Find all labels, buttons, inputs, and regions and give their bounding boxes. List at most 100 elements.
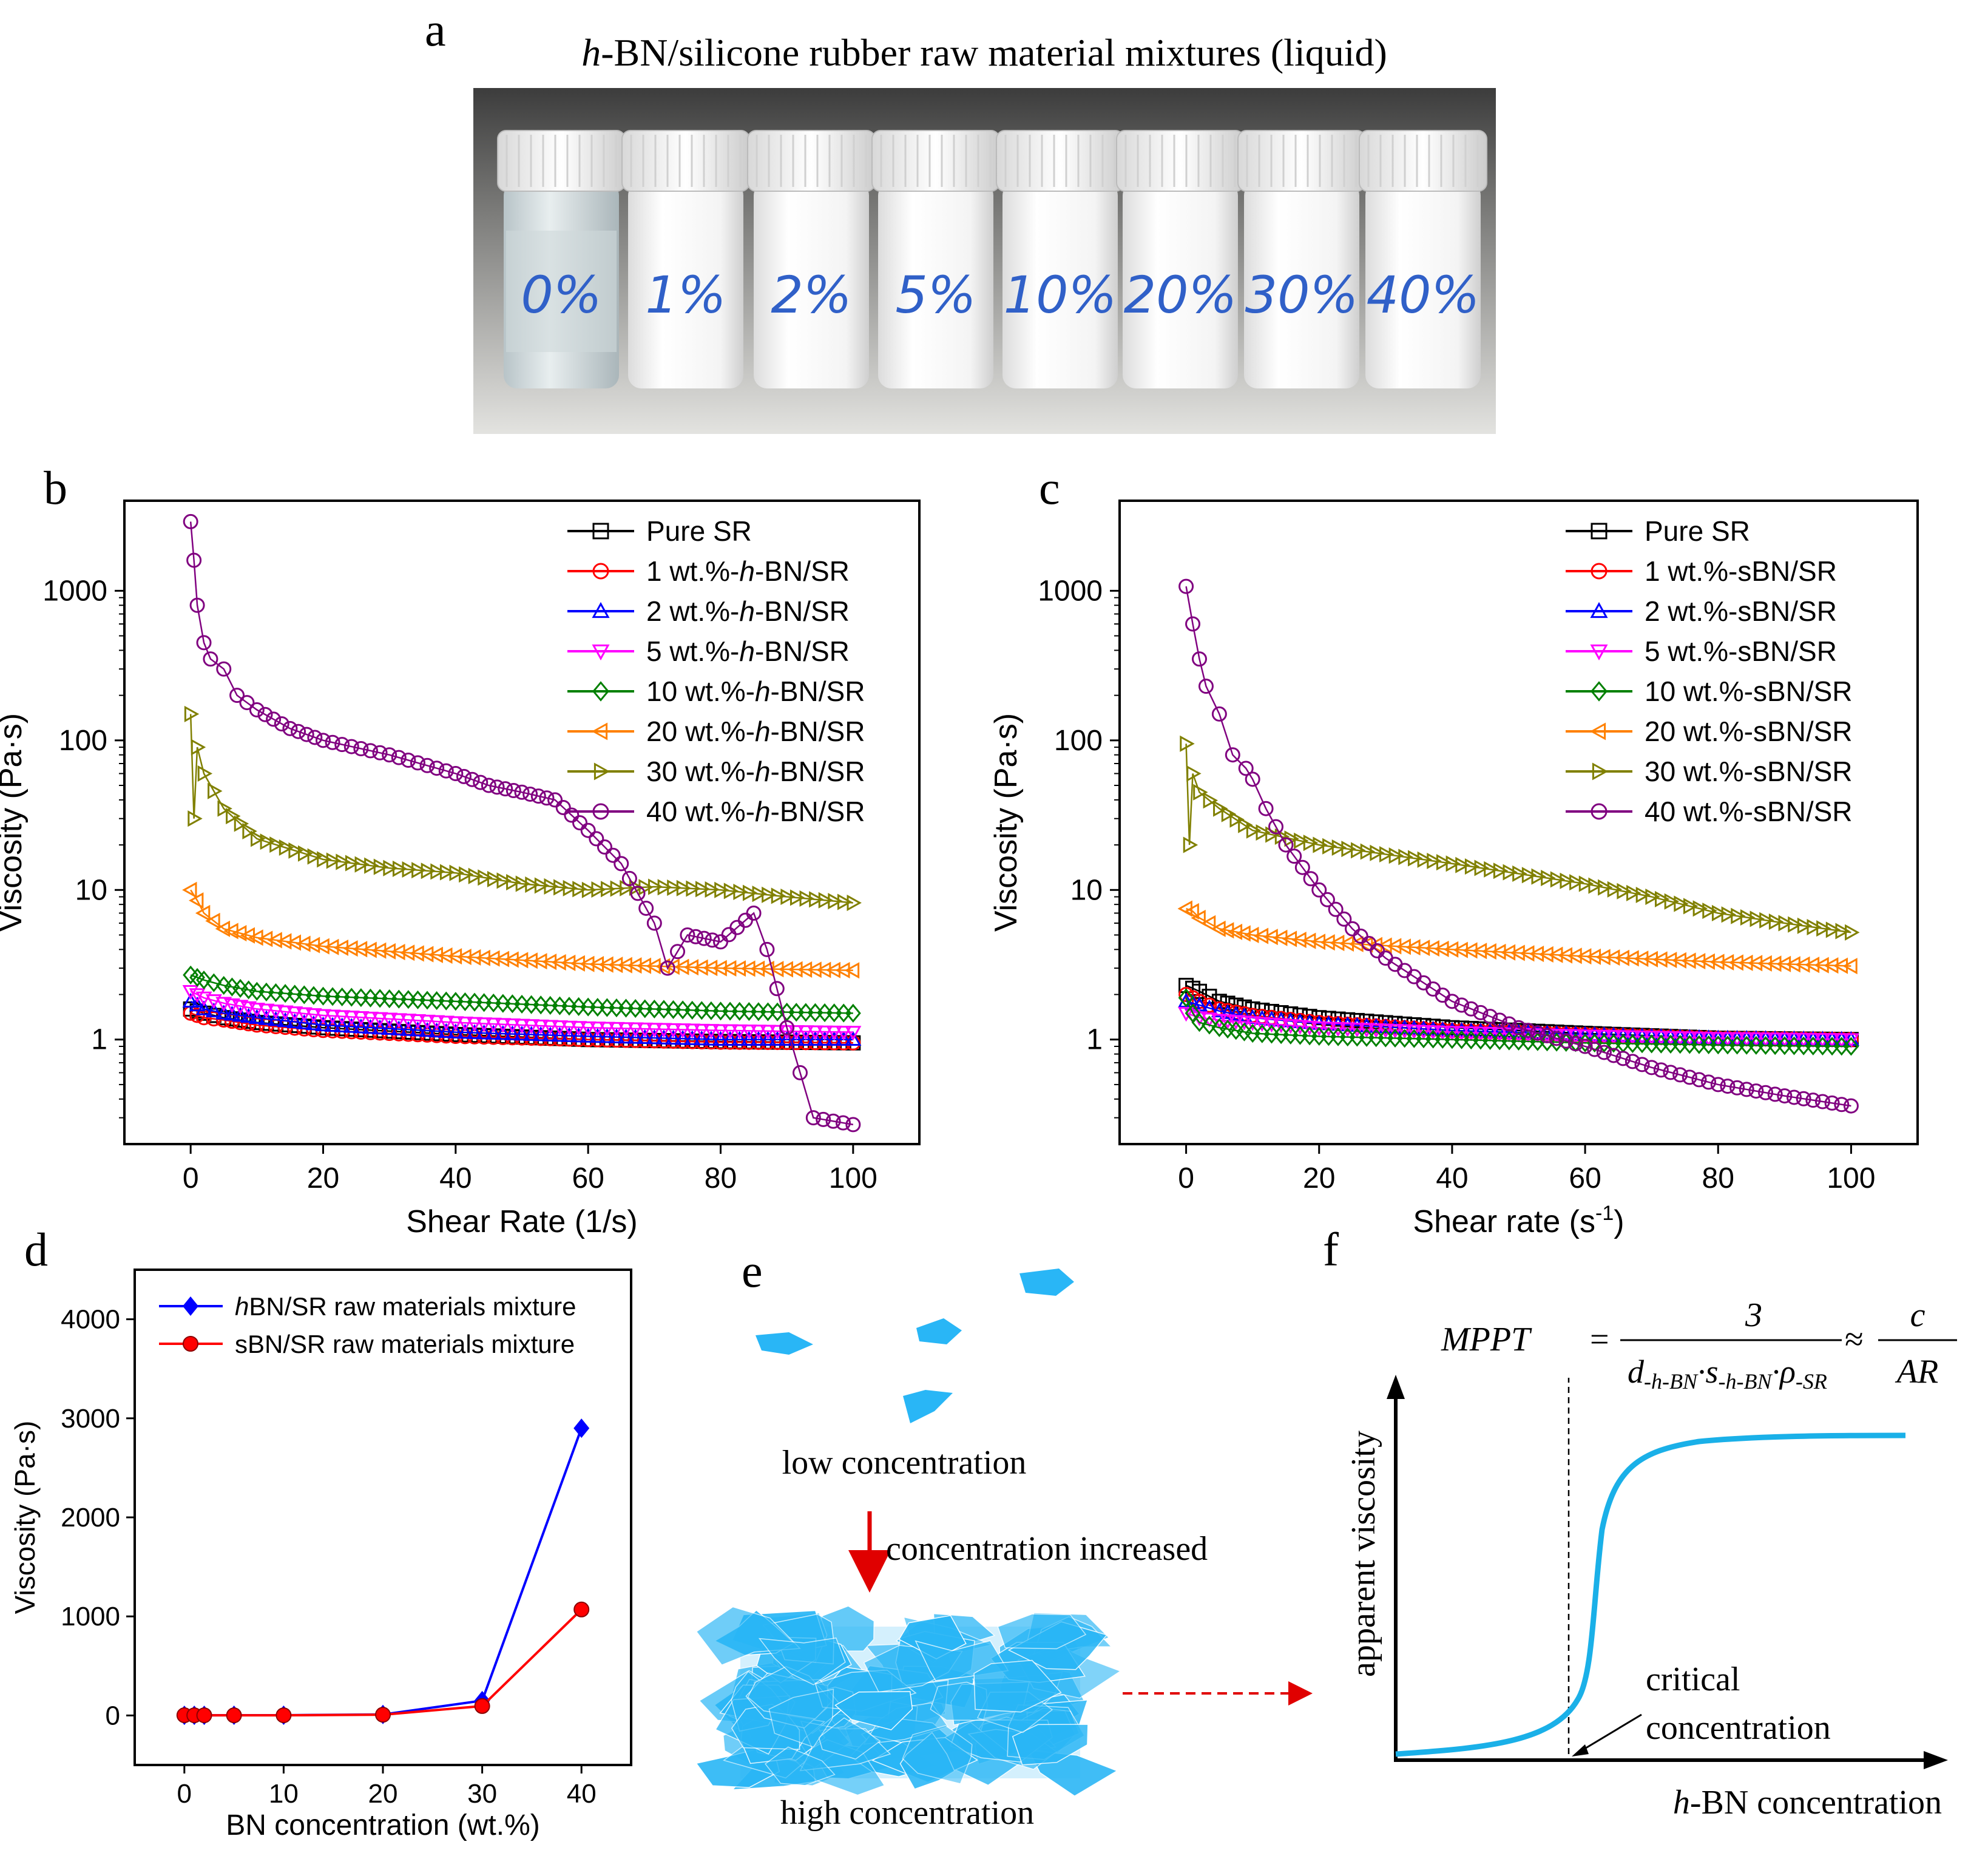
data-point [818,892,834,909]
data-point [226,1707,242,1724]
data-point [216,661,232,677]
data-point [1303,871,1319,887]
data-point [1615,1051,1631,1066]
data-point [383,859,398,876]
data-point [788,1035,804,1051]
data-point [733,883,748,901]
data-point [1358,1023,1375,1038]
panel-e: low concentration concentration increase… [695,1269,1313,1832]
vial-body [1123,182,1238,388]
data-point [1359,1014,1374,1029]
data-point [1591,803,1608,820]
data-point [267,1011,285,1026]
data-point [1795,956,1810,973]
data-point [759,960,774,977]
data-point [1294,832,1309,849]
f-y-axis-label: apparent viscosity [1345,1431,1382,1677]
data-point [670,944,686,960]
data-point [1246,822,1262,839]
series [176,1601,590,1724]
data-point [1835,923,1850,940]
data-point [693,1023,710,1039]
data-point [381,1020,398,1035]
x-tick-label: 40 [1436,1162,1468,1194]
data-point [1454,997,1470,1013]
data-point [1682,1069,1697,1085]
data-point [1213,800,1228,817]
y-axis-label: Viscosity (Pa·s) [9,1421,41,1614]
data-point [630,886,646,901]
data-point [1225,747,1240,763]
data-point [688,929,704,944]
vial-label: 0% [521,265,601,325]
data-point [771,887,786,904]
data-point [636,957,652,974]
data-point [1634,1057,1650,1072]
data-point [1472,1023,1489,1038]
y-axis-label: Viscosity (Pa·s) [0,713,29,932]
data-point [1464,858,1480,875]
data-point [1824,957,1839,974]
data-point [684,1030,701,1045]
vial-label: 1% [645,265,726,325]
data-point [1434,1025,1451,1041]
x-tick-label: 0 [177,1779,192,1809]
y-tick-label: 2000 [61,1503,120,1533]
data-point [1681,1031,1698,1046]
data-point [1606,1048,1621,1063]
legend-label: Pure SR [646,515,752,547]
y-tick-label: 10 [1070,874,1103,906]
data-point [750,1031,767,1046]
data-point [597,839,612,855]
f-x-axis-label: h-BN concentration [1673,1784,1942,1821]
plot-frame [1118,500,1919,1145]
series [183,513,861,1133]
data-point [1691,1072,1707,1088]
data-point [712,960,727,977]
data-point [1492,1012,1507,1028]
data-point [362,743,378,759]
data-point [614,856,629,872]
data-point [1211,706,1227,722]
data-point [1595,1029,1612,1045]
eq-c: c [1910,1296,1925,1334]
panel-f: apparent viscosity h-BN concentration cr… [1345,1296,1957,1821]
data-point [1691,1031,1708,1047]
data-point [617,1028,635,1044]
data-point [419,757,435,773]
data-point [513,1018,530,1034]
vial-cap [871,130,1000,192]
legend-label: 30 wt.%-sBN/SR [1645,756,1853,787]
data-point [428,1022,445,1038]
data-point [627,1022,644,1037]
data-point [572,815,588,831]
data-point [778,961,793,978]
data-point [1795,1032,1812,1048]
data-point [617,957,632,974]
data-point [1184,903,1199,920]
data-point [683,959,699,976]
data-point [570,1027,587,1043]
data-point [1198,679,1214,694]
legend-text: 20 wt.%- [646,716,755,747]
data-point [1294,859,1310,875]
data-point [826,1025,843,1041]
data-point [553,879,569,896]
data-point [1503,864,1518,881]
data-point [1550,871,1566,888]
data-point [183,513,198,529]
flake [768,1689,834,1748]
data-point [1738,954,1753,971]
data-point [1377,1023,1394,1039]
data-point [191,739,206,756]
data-point [1652,1031,1669,1046]
data-point [505,782,521,798]
data-point [1368,1023,1385,1038]
vials-photo: 0% 1% 2% 5% 10% 20% 30% 40% [473,88,1496,434]
y-tick-label: 100 [1054,725,1103,757]
data-point [523,1026,540,1041]
vial-label: 30% [1245,265,1359,325]
data-point [598,1028,615,1043]
data-point [523,1019,540,1034]
data-point [817,1035,833,1051]
